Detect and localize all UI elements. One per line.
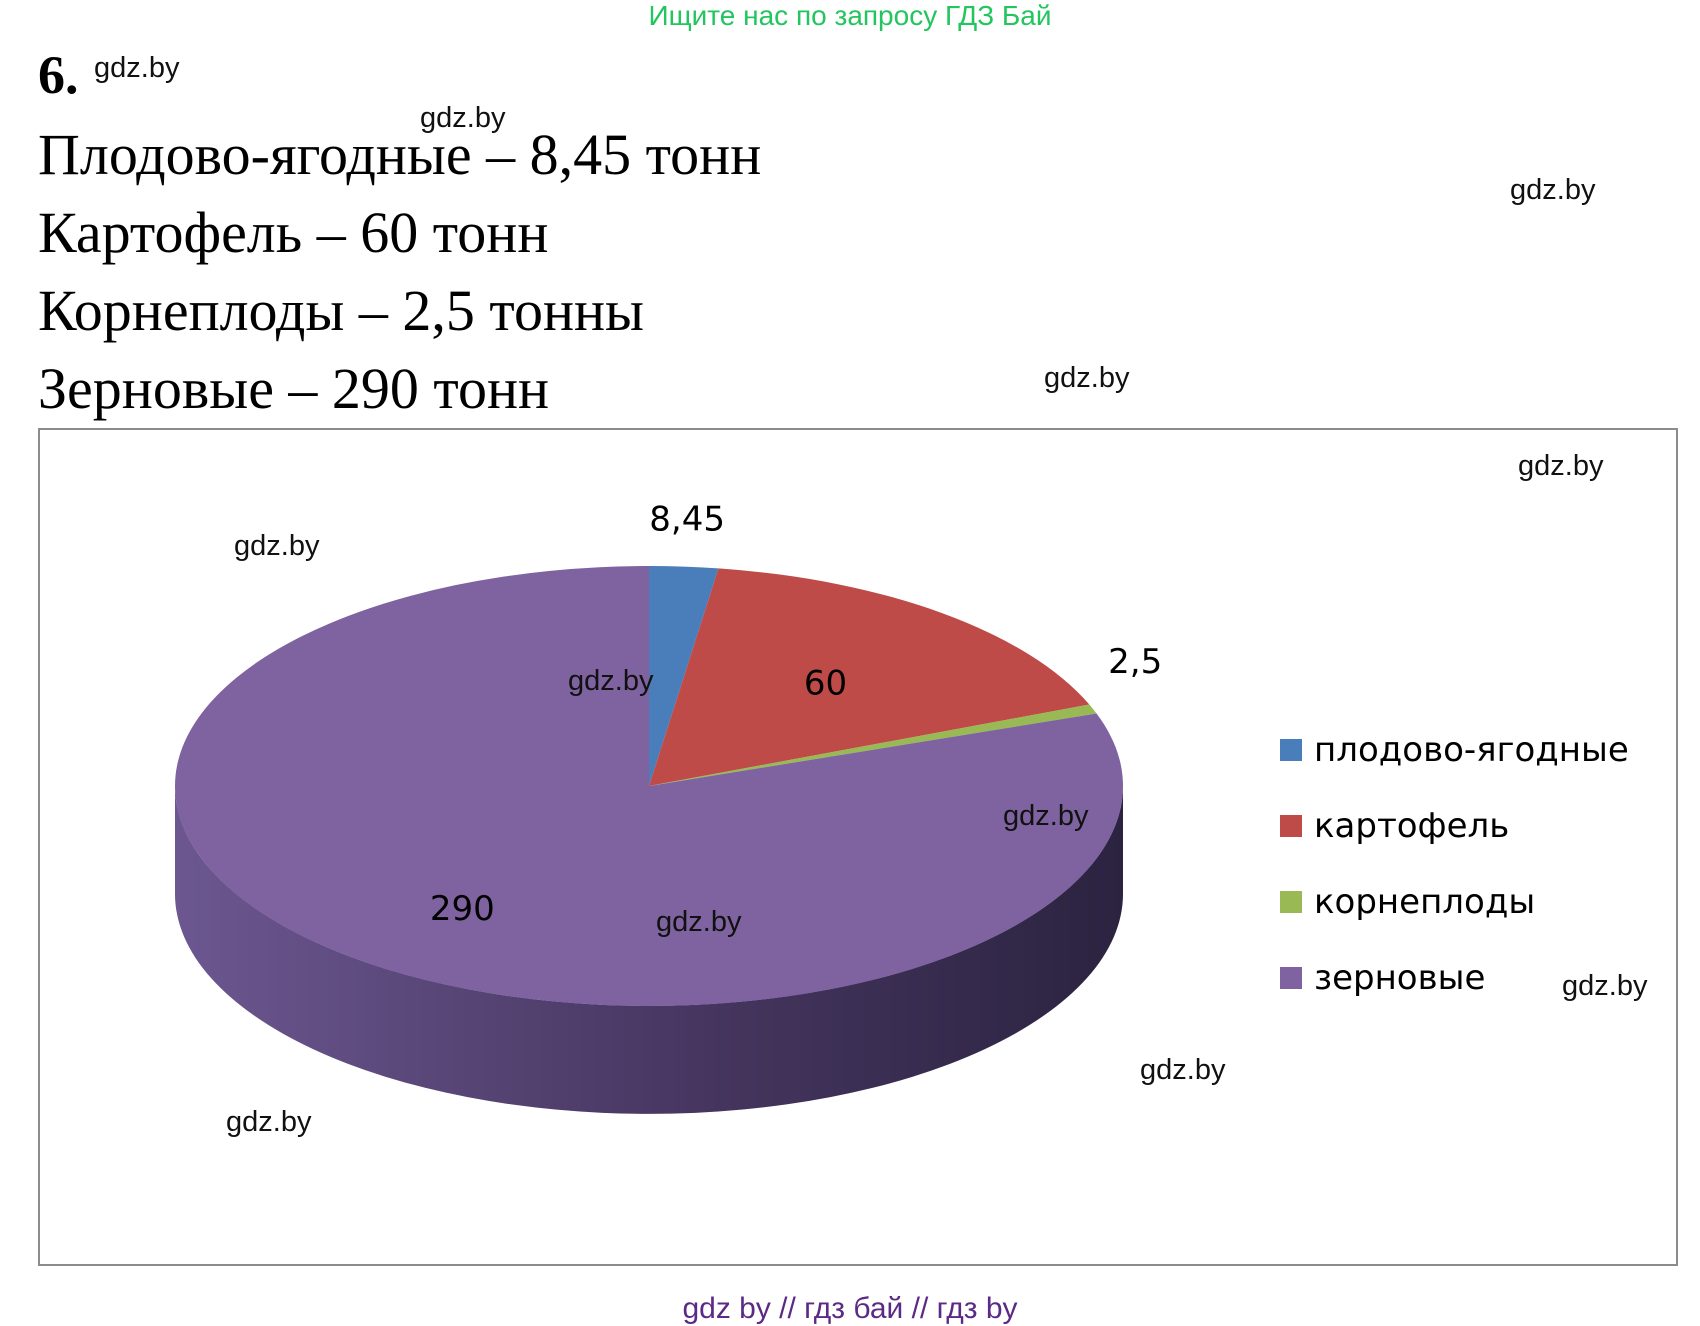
pie-side-wall [175, 786, 1123, 1114]
legend-swatch [1280, 967, 1302, 989]
legend-label: картофель [1314, 806, 1510, 846]
chart-legend: плодово-ягодные картофель корнеплоды зер… [1280, 712, 1629, 1016]
fact-line-fruit: Плодово-ягодные – 8,45 тонн [38, 122, 762, 187]
watermark: gdz.by [420, 102, 506, 134]
legend-swatch [1280, 739, 1302, 761]
legend-item: зерновые [1280, 940, 1629, 1016]
watermark: gdz.by [94, 52, 180, 84]
legend-label: корнеплоды [1314, 882, 1536, 922]
data-label: 2,5 [1108, 642, 1162, 682]
data-label: 290 [430, 889, 495, 929]
legend-label: плодово-ягодные [1314, 730, 1629, 770]
watermark: gdz.by [568, 665, 654, 697]
legend-item: плодово-ягодные [1280, 712, 1629, 788]
pie-slice [649, 704, 1097, 786]
watermark: gdz.by [226, 1106, 312, 1138]
fact-line-root: Корнеплоды – 2,5 тонны [38, 278, 644, 343]
legend-swatch [1280, 815, 1302, 837]
watermark: gdz.by [1003, 800, 1089, 832]
legend-swatch [1280, 891, 1302, 913]
watermark: gdz.by [1562, 970, 1648, 1002]
pie-slice [649, 568, 1090, 786]
chart-frame [38, 428, 1678, 1266]
legend-label: зерновые [1314, 958, 1486, 998]
footer-links[interactable]: gdz by // гдз бай // гдз by [682, 1292, 1018, 1325]
legend-item: корнеплоды [1280, 864, 1629, 940]
data-label: 60 [804, 663, 847, 703]
fact-line-potato: Картофель – 60 тонн [38, 200, 549, 265]
fact-line-grain: Зерновые – 290 тонн [38, 356, 550, 421]
watermark: gdz.by [656, 906, 742, 938]
watermark: gdz.by [1518, 450, 1604, 482]
legend-item: картофель [1280, 788, 1629, 864]
watermark: gdz.by [1140, 1054, 1226, 1086]
search-banner[interactable]: Ищите нас по запросу ГДЗ Бай [648, 0, 1052, 31]
pie-slice [174, 566, 1123, 1006]
task-number: 6. [38, 45, 79, 105]
watermark: gdz.by [1510, 174, 1596, 206]
watermark: gdz.by [1044, 362, 1130, 394]
data-label: 8,45 [649, 500, 725, 540]
pie-slice [649, 566, 719, 786]
watermark: gdz.by [234, 530, 320, 562]
